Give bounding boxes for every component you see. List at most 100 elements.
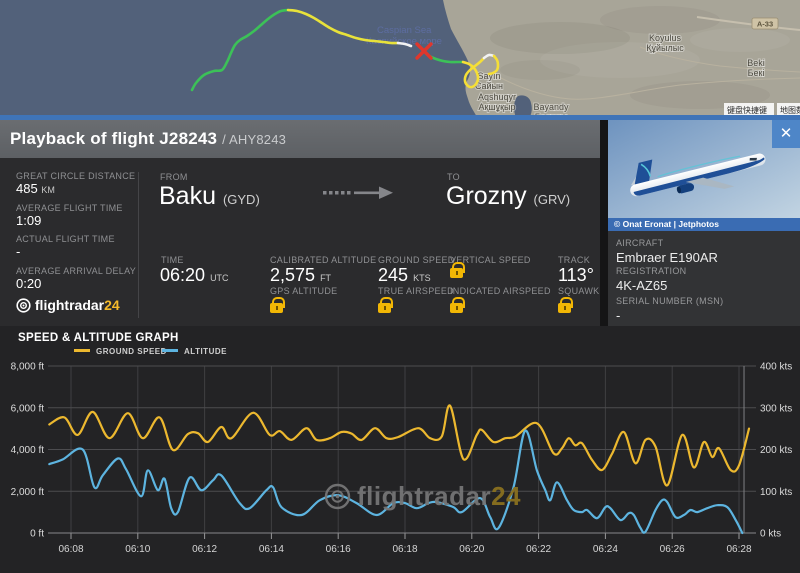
registration-label: REGISTRATION: [616, 266, 687, 276]
terrain-shade: [500, 60, 580, 80]
calibrated-altitude-label: CALIBRATED ALTITUDE: [270, 255, 377, 265]
page-title: Playback of flight J28243 / AHY8243: [10, 129, 286, 149]
close-icon[interactable]: ✕: [772, 120, 800, 148]
svg-text:Сайын: Сайын: [475, 81, 503, 91]
track-label: TRACK: [558, 255, 591, 265]
x-tick-label: 06:22: [526, 544, 551, 555]
lock-icon: [558, 297, 573, 313]
aircraft-value: Embraer E190AR: [616, 250, 718, 265]
left-axis-label: 6,000 ft: [11, 403, 45, 414]
stat-avg-flight-time: AVERAGE FLIGHT TIME 1:09: [16, 203, 123, 228]
svg-text:Ақшұқыр: Ақшұқыр: [478, 102, 515, 112]
from-city: Baku (GYD): [159, 182, 260, 210]
signal-lost-marker: [415, 42, 433, 60]
time-label: TIME: [161, 255, 184, 265]
right-axis-label: 200 kts: [760, 445, 792, 456]
stat-great-circle: GREAT CIRCLE DISTANCE 485 KM: [16, 171, 135, 196]
vertical-speed-lock[interactable]: [450, 261, 465, 278]
right-axis-label: 400 kts: [760, 362, 792, 373]
track-value: 113°: [558, 265, 594, 285]
x-tick-label: 06:26: [660, 544, 685, 555]
sea-label-local: Каспийское море: [366, 36, 442, 47]
to-airport-code: (GRV): [533, 192, 571, 207]
panel-divider: [600, 120, 608, 326]
flight-track-segment: [427, 54, 465, 64]
serial-number-field: SERIAL NUMBER (MSN) -: [616, 296, 723, 323]
aircraft-photo[interactable]: [608, 120, 800, 218]
right-axis-label: 100 kts: [760, 487, 792, 498]
gps-altitude-label: GPS ALTITUDE: [270, 286, 338, 296]
true-airspeed-lock[interactable]: [378, 296, 393, 313]
from-label: FROM: [160, 172, 188, 182]
map-attribution-shortcuts[interactable]: 键盘快捷键: [724, 103, 774, 118]
brand-text: flightradar: [34, 297, 105, 313]
radar-icon: [16, 298, 31, 313]
svg-text:Koyulus: Koyulus: [649, 33, 682, 43]
x-tick-label: 06:12: [192, 544, 217, 555]
terrain-light: [540, 42, 700, 78]
svg-text:Beki: Beki: [747, 58, 765, 68]
svg-text:Sayın: Sayın: [477, 71, 500, 81]
indicated-airspeed-label: INDICATED AIRSPEED: [450, 286, 551, 296]
indicated-airspeed-lock[interactable]: [450, 296, 465, 313]
map[interactable]: Caspian Sea Каспийское море A-33 Koyulus Құй…: [0, 0, 800, 123]
registration-field: REGISTRATION 4K-AZ65: [616, 266, 686, 293]
squawk-label: SQUAWK: [558, 286, 600, 296]
registration-value: 4K-AZ65: [616, 278, 668, 293]
stat-actual-flight-time: ACTUAL FLIGHT TIME -: [16, 234, 115, 259]
brand-accent: 24: [104, 297, 120, 313]
series-ground-speed: [48, 404, 751, 487]
road-a33: [696, 16, 800, 31]
serial-value: -: [616, 308, 621, 323]
to-city: Grozny (GRV): [446, 182, 571, 210]
graph-title: SPEED & ALTITUDE GRAPH: [18, 332, 179, 344]
map-attribution-data[interactable]: 地图数据: [777, 103, 800, 118]
flight-track-segment: [461, 56, 486, 89]
stat-value: 0:20: [16, 276, 42, 291]
right-axis-label: 300 kts: [760, 403, 792, 414]
time-value: 06:20 UTC: [160, 265, 229, 285]
x-tick-label: 06:08: [58, 544, 83, 555]
sea-label: Caspian Sea: [377, 25, 432, 36]
gps-altitude-lock[interactable]: [270, 296, 285, 313]
terrain-light: [690, 28, 790, 52]
aircraft-type-field: AIRCRAFT Embraer E190AR: [616, 238, 718, 265]
right-axis-label: 0 kts: [760, 529, 781, 540]
x-tick-label: 06:14: [259, 544, 284, 555]
left-axis-label: 4,000 ft: [11, 445, 45, 456]
lock-icon: [270, 297, 285, 313]
playback-panel: GREAT CIRCLE DISTANCE 485 KM AVERAGE FLI…: [0, 158, 600, 474]
legend-ground-speed: GROUND SPEED: [74, 347, 167, 356]
playback-header: Playback of flight J28243 / AHY8243: [0, 120, 600, 158]
stat-label: ACTUAL FLIGHT TIME: [16, 234, 115, 244]
time-unit: UTC: [210, 273, 229, 283]
squawk-lock[interactable]: [558, 296, 573, 313]
chart-canvas[interactable]: 06:08 06:10 06:12 06:14 06:16 06:18 06:20 06:22…: [0, 326, 800, 573]
stat-label: GREAT CIRCLE DISTANCE: [16, 171, 136, 181]
stat-value: 1:09: [16, 213, 42, 228]
calibrated-altitude-value: 2,575 FT: [270, 265, 332, 285]
flight-track-segment: [190, 8, 290, 92]
lock-icon: [450, 297, 465, 313]
svg-text:Aqshuqyr: Aqshuqyr: [478, 92, 516, 102]
flight-code: / AHY8243: [222, 132, 287, 147]
altitude-swatch: [162, 349, 178, 352]
road-badge: [751, 17, 779, 30]
series-altitude: [48, 429, 744, 535]
x-tick-label: 06:28: [726, 544, 751, 555]
x-tick-label: 06:18: [392, 544, 417, 555]
ground-speed-swatch: [74, 349, 90, 352]
terrain-shade: [630, 81, 770, 109]
lake: [514, 95, 532, 120]
flight-track-segment: [286, 8, 400, 45]
photo-credit[interactable]: © Onat Eronat | Jetphotos: [608, 218, 800, 231]
lock-icon: [450, 262, 465, 278]
x-tick-label: 06:10: [125, 544, 150, 555]
stat-label: AVERAGE FLIGHT TIME: [16, 203, 123, 213]
left-axis-label: 2,000 ft: [11, 487, 45, 498]
x-tick-label: 06:20: [459, 544, 484, 555]
